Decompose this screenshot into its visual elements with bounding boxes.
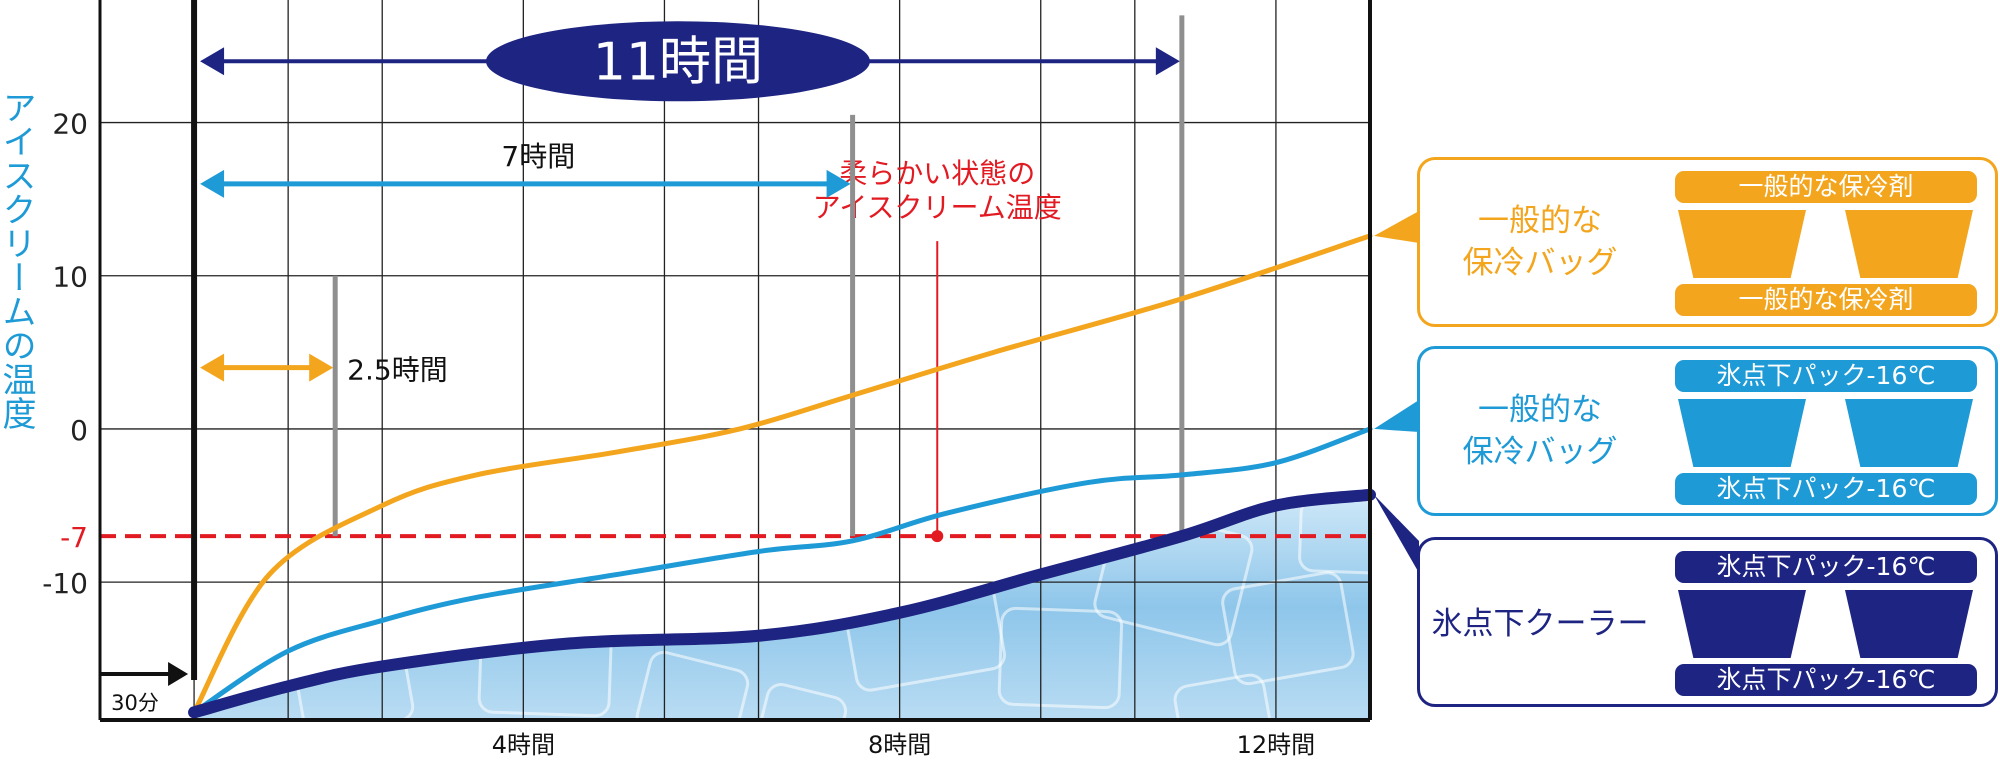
ice-cube	[838, 548, 1006, 692]
y-tick-label: 20	[52, 108, 88, 141]
legend-pointer	[1374, 494, 1419, 573]
duration-label: 11時間	[593, 32, 763, 92]
legend-container-icon	[1678, 399, 1806, 467]
legend-top-pack: 一般的な保冷剤	[1675, 171, 1977, 203]
ice-cube	[477, 606, 614, 718]
start-label: 30分	[111, 691, 159, 715]
ice-cube	[756, 682, 848, 720]
duration-label: 2.5時間	[347, 354, 448, 387]
duration-arrow-head-right	[826, 169, 851, 198]
duration-label: 7時間	[501, 140, 575, 173]
duration-arrow-head-right	[1155, 47, 1180, 76]
duration-ellipse	[485, 21, 870, 102]
legend-pointer	[1374, 211, 1419, 243]
duration-arrow-head-right	[309, 353, 334, 382]
ice-cube	[1173, 673, 1274, 720]
x-tick-label: 8時間	[868, 731, 931, 759]
legend-container-icon	[1678, 210, 1806, 278]
threshold-dot	[931, 530, 944, 543]
axes: 20 10 0 -7 -10 4時間 8時間 12時間 アイスクリームの温度 30分	[0, 0, 1372, 759]
ice-fill-area	[194, 494, 1370, 720]
series-line-1	[191, 233, 1373, 715]
legend-pointers	[1374, 211, 1419, 573]
legend-pointer	[1374, 400, 1419, 432]
y-axis-label: アイスクリームの温度	[0, 90, 36, 430]
y-tick-label: -10	[42, 567, 88, 600]
legend-top-pack: 氷点下パック-16℃	[1675, 551, 1977, 583]
legend-item-label: 一般的な 保冷バッグ	[1462, 392, 1618, 470]
y-tick-label: 0	[70, 414, 88, 447]
series-line-2	[191, 426, 1373, 715]
legend-item-3: 氷点下クーラー 氷点下パック-16℃ 氷点下パック-16℃	[1417, 537, 1998, 707]
ice-cube	[292, 632, 415, 720]
legend-container-icon	[1845, 399, 1973, 467]
ice-fill	[194, 494, 1370, 720]
duration-markers	[332, 15, 1185, 537]
series-lines	[188, 233, 1376, 719]
x-tick-label: 12時間	[1237, 731, 1316, 759]
ice-cube	[997, 606, 1124, 710]
series-line-3	[188, 488, 1376, 719]
legend-item-1: 一般的な 保冷バッグ 一般的な保冷剤 一般的な保冷剤	[1417, 157, 1998, 327]
legend-bottom-pack: 氷点下パック-16℃	[1675, 473, 1977, 505]
duration-arrow-head-left	[200, 169, 225, 198]
legend-bottom-pack: 一般的な保冷剤	[1675, 284, 1977, 316]
legend-top-pack: 氷点下パック-16℃	[1675, 360, 1977, 392]
duration-arrow-head-left	[200, 47, 225, 76]
legend-item-2: 一般的な 保冷バッグ 氷点下パック-16℃ 氷点下パック-16℃	[1417, 346, 1998, 516]
duration-annotations: 11時間 7時間 2.5時間	[200, 21, 1180, 387]
legend-item-label: 一般的な 保冷バッグ	[1462, 203, 1618, 281]
legend-item-label: 氷点下クーラー	[1431, 606, 1649, 642]
y-tick-label: -7	[60, 521, 88, 554]
duration-arrow-head-left	[200, 353, 225, 382]
legend-container-icon	[1678, 590, 1806, 658]
start-arrow-head	[168, 662, 189, 687]
threshold-label-line: 柔らかい状態の	[839, 157, 1035, 190]
legend-container-icon	[1845, 210, 1973, 278]
legend-container-icon	[1845, 590, 1973, 658]
ice-cube	[635, 650, 750, 720]
y-tick-label: 10	[52, 261, 88, 294]
x-tick-label: 4時間	[492, 731, 555, 759]
legend-bottom-pack: 氷点下パック-16℃	[1675, 664, 1977, 696]
ice-cube	[1221, 571, 1355, 686]
